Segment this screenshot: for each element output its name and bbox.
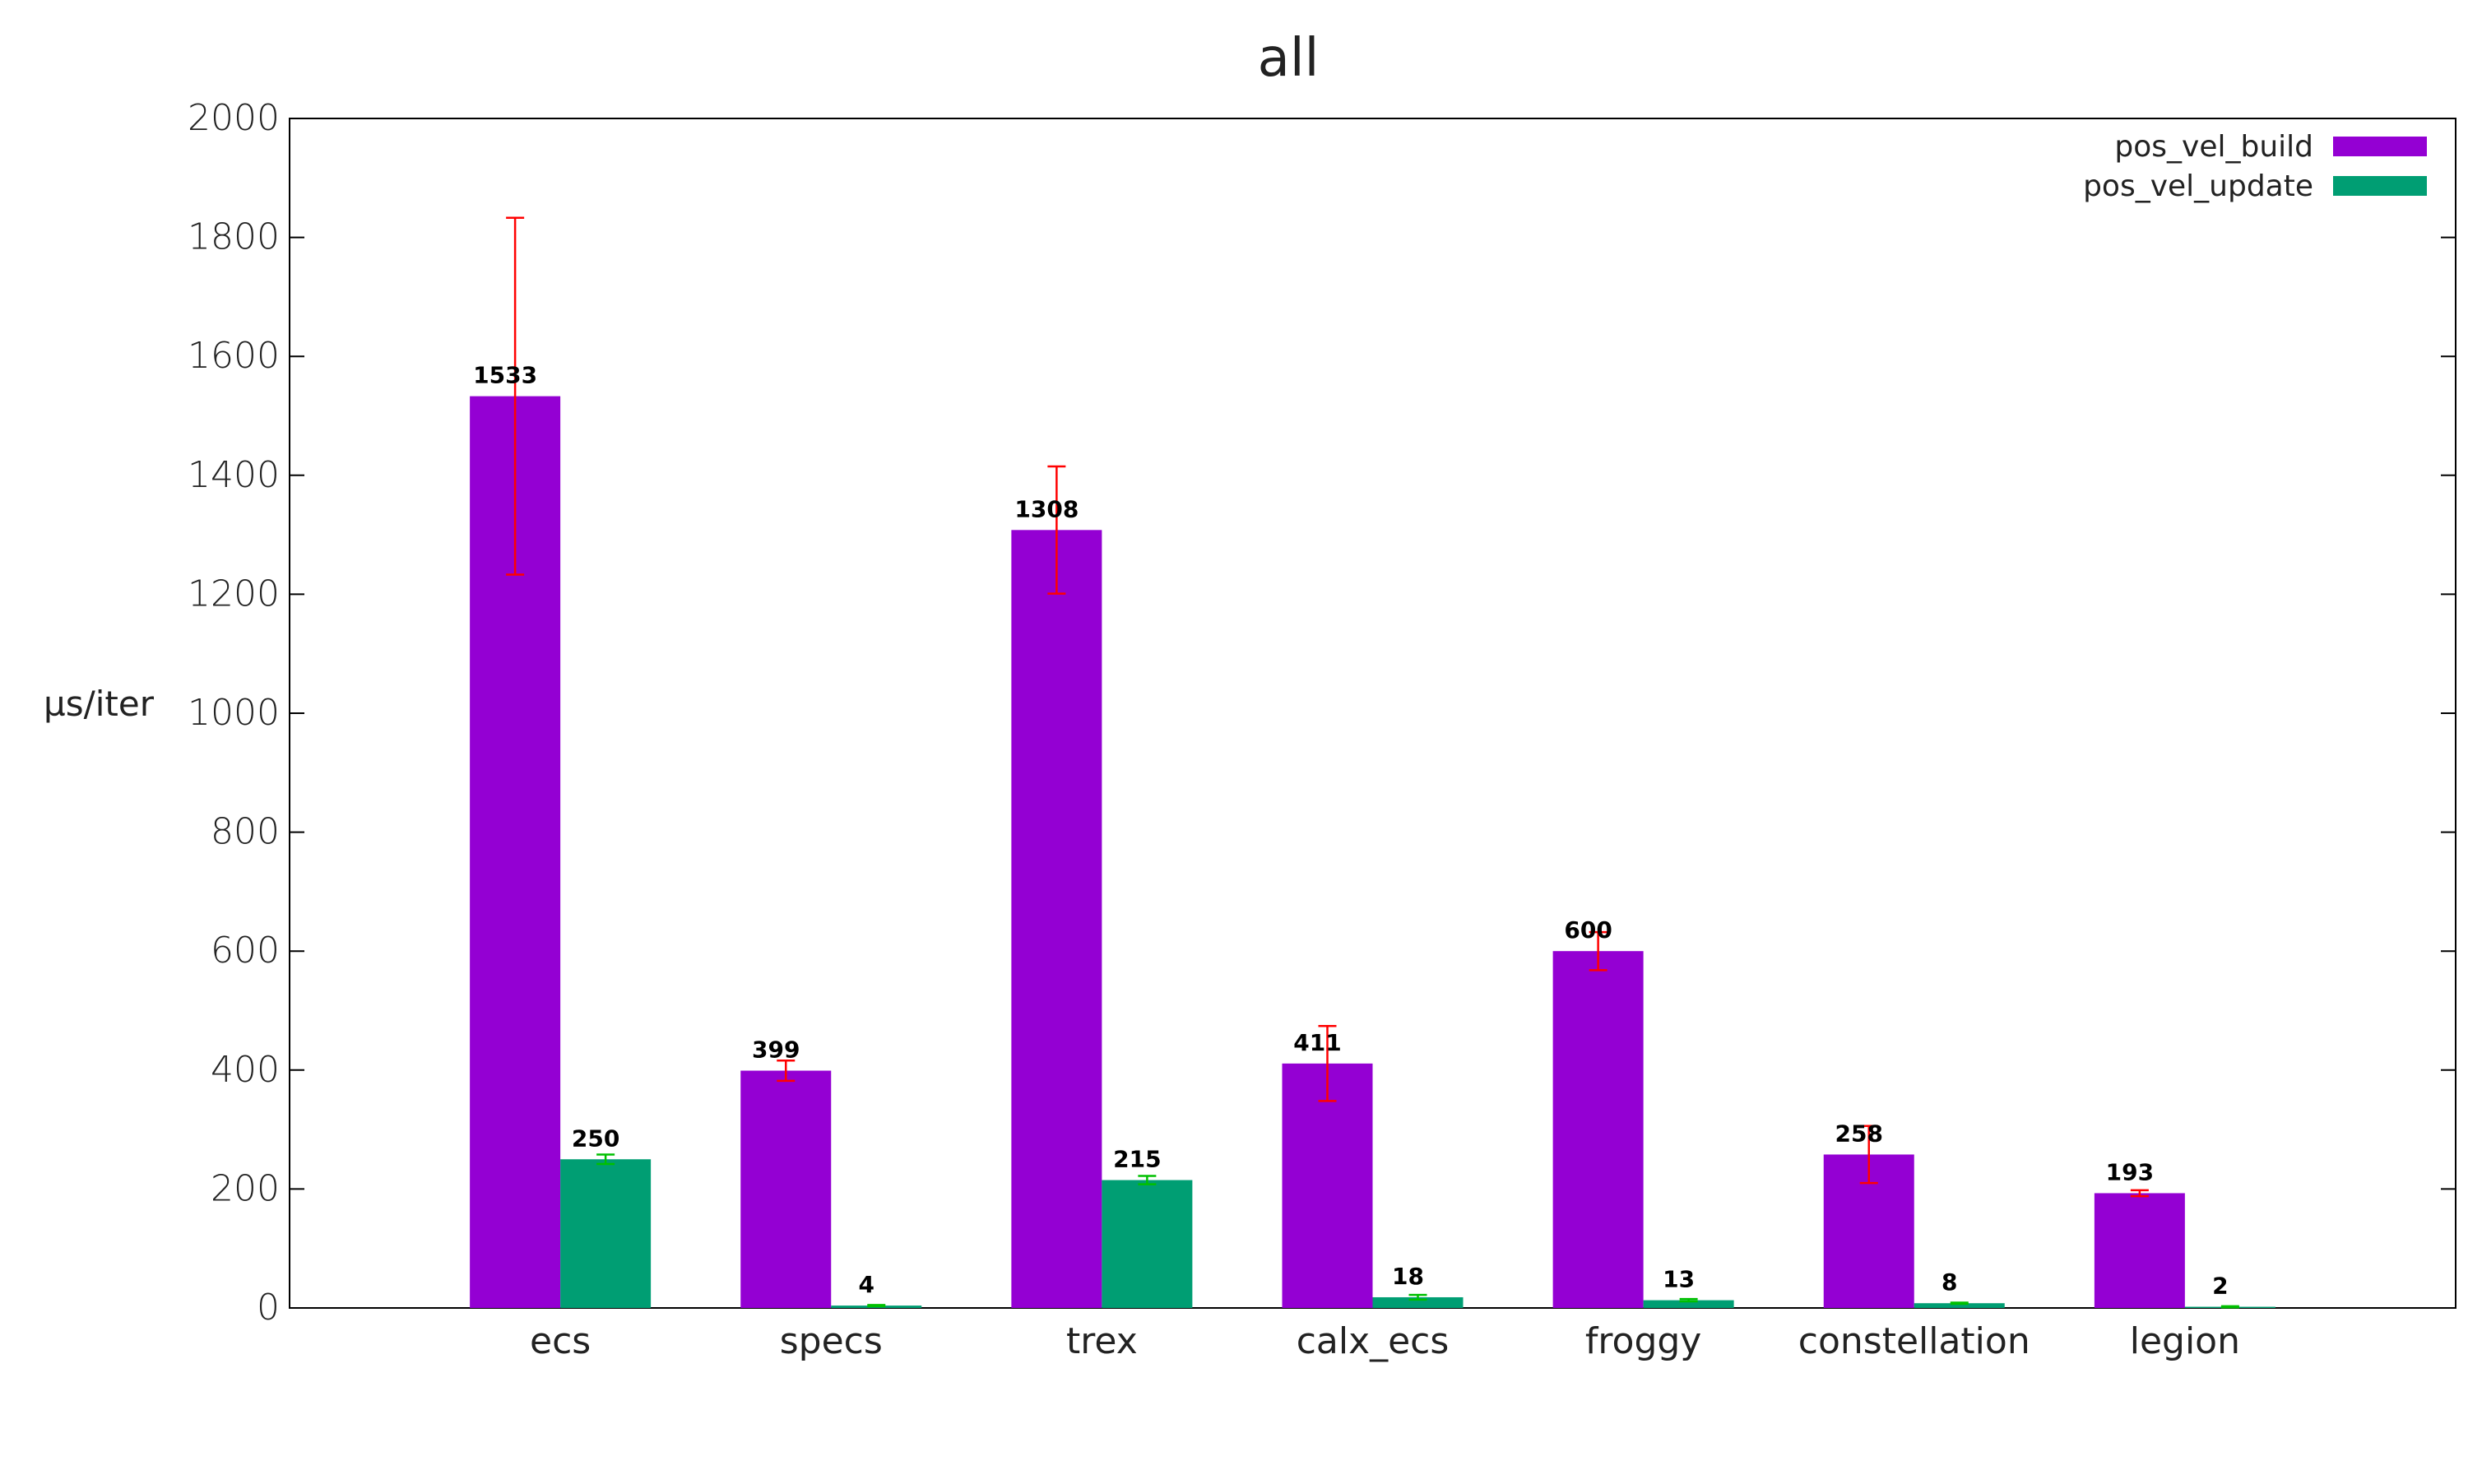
x-tick-label: trex	[1066, 1320, 1138, 1362]
data-label: 411	[1293, 1029, 1341, 1056]
legend-swatch	[2333, 176, 2427, 196]
data-label: 193	[2106, 1158, 2154, 1185]
x-tick-label: froggy	[1585, 1320, 1701, 1362]
bar-pos_vel_update-ecs	[560, 1159, 652, 1308]
y-tick-label: 400	[211, 1049, 280, 1091]
data-label: 4	[859, 1271, 874, 1298]
chart-title: all	[1258, 28, 1320, 89]
bar-pos_vel_build-froggy	[1552, 951, 1644, 1308]
bar-pos_vel_update-constellation	[1914, 1303, 2005, 1308]
data-label: 8	[1941, 1268, 1957, 1296]
y-tick-label: 1400	[188, 454, 280, 496]
y-tick-label: 0	[257, 1287, 280, 1329]
bar-pos_vel_build-specs	[740, 1070, 832, 1308]
bar-pos_vel_update-froggy	[1643, 1300, 1734, 1308]
y-tick-label: 800	[211, 811, 280, 853]
legend-label: pos_vel_build	[2114, 130, 2313, 164]
x-tick-label: calx_ecs	[1297, 1320, 1450, 1362]
data-label: 399	[752, 1036, 800, 1064]
y-axis-label: µs/iter	[44, 684, 155, 724]
data-label: 215	[1113, 1146, 1161, 1173]
data-label: 1308	[1014, 495, 1079, 522]
data-label: 1533	[473, 362, 537, 389]
x-tick-label: specs	[780, 1320, 883, 1362]
y-tick-label: 2000	[188, 97, 280, 139]
y-tick-label: 1200	[188, 573, 280, 614]
data-label: 2	[2212, 1273, 2228, 1300]
x-tick-label: legion	[2130, 1320, 2240, 1362]
y-tick-label: 600	[211, 930, 280, 972]
legend-swatch	[2333, 137, 2427, 156]
data-label: 13	[1663, 1266, 1695, 1293]
y-tick-label: 1600	[188, 335, 280, 377]
data-label: 18	[1392, 1263, 1424, 1290]
legend-label: pos_vel_update	[2083, 169, 2313, 203]
bar-pos_vel_build-calx_ecs	[1282, 1063, 1373, 1308]
y-tick-label: 1000	[188, 692, 280, 734]
bar-pos_vel_build-legion	[2094, 1193, 2185, 1308]
bar-pos_vel_update-trex	[1102, 1180, 1193, 1308]
data-label: 258	[1835, 1120, 1883, 1147]
data-label: 250	[572, 1125, 619, 1152]
data-label: 600	[1564, 916, 1612, 944]
bar-pos_vel_update-calx_ecs	[1372, 1296, 1464, 1308]
y-tick-label: 1800	[188, 216, 280, 258]
bar-pos_vel_build-trex	[1011, 530, 1102, 1308]
x-tick-label: constellation	[1798, 1320, 2030, 1362]
x-tick-label: ecs	[530, 1320, 591, 1362]
y-tick-label: 200	[211, 1167, 280, 1209]
